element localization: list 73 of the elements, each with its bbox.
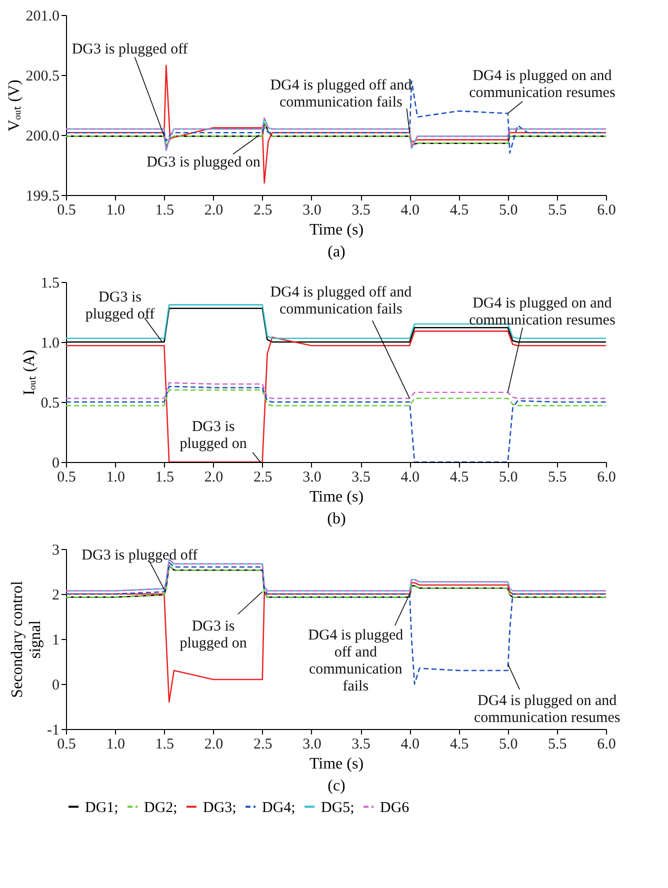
annotation: DG3 is plugged off bbox=[72, 42, 188, 58]
x-tick-label: 4.0 bbox=[400, 202, 420, 218]
annotation: DG4 is plugged on and communication resumes bbox=[469, 68, 616, 101]
text: (b) bbox=[327, 510, 346, 528]
y-tick-label: 200.0 bbox=[26, 128, 60, 144]
legend-label: DG6 bbox=[380, 800, 410, 816]
y-tick-label: 0 bbox=[52, 456, 60, 472]
x-tick-label: 5.5 bbox=[548, 470, 567, 486]
annotation: DG4 is plugged off and communication fails bbox=[308, 628, 404, 694]
annotation: DG3 is plugged off bbox=[82, 547, 198, 564]
x-tick-label: 3.5 bbox=[352, 470, 370, 486]
x-tick-label: 4.5 bbox=[450, 202, 469, 218]
x-tick-label: 1.0 bbox=[106, 470, 125, 486]
y-axis-title: Iₒᵤₜ (A) bbox=[20, 350, 38, 396]
x-tick-label: 2.0 bbox=[204, 736, 224, 752]
x-axis-title: Time (s) bbox=[309, 756, 364, 772]
annotation: DG4 is plugged off and communication fails bbox=[270, 284, 412, 318]
x-tick-label: 3.5 bbox=[352, 736, 370, 752]
y-tick-label: 0 bbox=[52, 678, 60, 694]
y-tick-label: 200.5 bbox=[26, 68, 60, 84]
annotation: DG4 is plugged on and communication resumes bbox=[469, 295, 616, 328]
annotation: DG3 is plugged on bbox=[146, 154, 261, 170]
legend-label: DG1; bbox=[85, 800, 118, 816]
legend-label: DG4; bbox=[262, 800, 296, 816]
x-tick-label: 2.0 bbox=[204, 470, 224, 486]
x-tick-label: 5.5 bbox=[548, 202, 567, 218]
x-tick-label: 2.5 bbox=[253, 202, 272, 218]
x-tick-label: 3.5 bbox=[352, 202, 370, 218]
y-tick-label: 3 bbox=[52, 542, 60, 558]
annotation: DG3 is plugged on bbox=[180, 618, 248, 652]
x-tick-label: 3.0 bbox=[302, 202, 322, 218]
x-tick-label: 5.0 bbox=[498, 736, 518, 752]
x-tick-label: 1.0 bbox=[106, 202, 125, 218]
x-tick-label: 1.0 bbox=[106, 736, 125, 752]
y-tick-label: 201.0 bbox=[26, 8, 60, 24]
x-tick-label: 4.0 bbox=[400, 470, 420, 486]
y-axis-title: Vₒᵤₜ (V) bbox=[6, 80, 23, 132]
x-tick-label: 1.5 bbox=[155, 736, 174, 752]
x-tick-label: 4.0 bbox=[400, 736, 420, 752]
annotation: DG4 is plugged on and communication resumes bbox=[474, 692, 620, 726]
y-tick-label: 2 bbox=[52, 588, 60, 604]
x-tick-label: 3.0 bbox=[302, 736, 322, 752]
text: (a) bbox=[328, 244, 346, 260]
x-tick-label: 4.5 bbox=[450, 470, 469, 486]
x-tick-label: 5.0 bbox=[498, 202, 518, 218]
y-tick-label: 1 bbox=[52, 632, 60, 648]
x-axis-title: Time (s) bbox=[309, 222, 364, 238]
x-tick-label: 2.0 bbox=[204, 202, 224, 218]
x-tick-label: 2.5 bbox=[253, 736, 272, 752]
x-tick-label: 4.5 bbox=[450, 736, 469, 752]
x-axis-title: Time (s) bbox=[309, 488, 364, 506]
y-axis-title: Secondary control signal bbox=[9, 580, 44, 698]
y-tick-label: -1 bbox=[47, 722, 60, 738]
y-tick-label: 1.5 bbox=[40, 276, 60, 292]
x-tick-label: 5.0 bbox=[498, 470, 518, 486]
text: (c) bbox=[328, 778, 346, 794]
x-tick-label: 2.5 bbox=[253, 470, 272, 486]
legend-label: DG5; bbox=[321, 800, 354, 816]
x-tick-label: 3.0 bbox=[302, 470, 322, 486]
annotation: DG4 is plugged off and communication fails bbox=[270, 78, 412, 111]
x-tick-label: 1.5 bbox=[155, 470, 174, 486]
x-tick-label: 6.0 bbox=[597, 736, 616, 752]
y-tick-label: 1.0 bbox=[40, 336, 60, 352]
x-tick-label: 6.0 bbox=[597, 470, 616, 486]
annotation: DG3 is plugged on bbox=[180, 419, 248, 452]
annotation: DG3 is plugged off bbox=[85, 289, 155, 322]
x-tick-label: 1.5 bbox=[155, 202, 174, 218]
x-tick-label: 6.0 bbox=[597, 202, 616, 218]
legend-label: DG2; bbox=[144, 800, 178, 816]
y-tick-label: 0.5 bbox=[40, 396, 60, 412]
x-tick-label: 5.5 bbox=[548, 736, 567, 752]
legend-label: DG3; bbox=[203, 800, 236, 816]
y-tick-label: 199.5 bbox=[26, 188, 60, 204]
